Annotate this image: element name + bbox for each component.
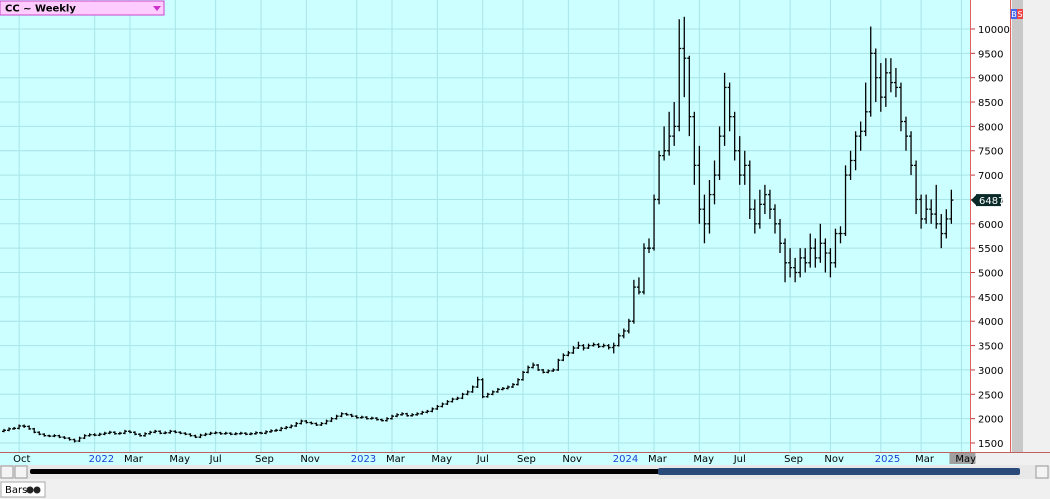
x-tick-label: Nov: [562, 454, 582, 465]
buy-label: B: [1011, 10, 1017, 19]
sell-button[interactable]: [1017, 9, 1023, 19]
y-tick-label: 7000: [978, 171, 1003, 182]
y-tick-label: 9500: [978, 49, 1003, 60]
x-tick-label: Sep: [255, 454, 274, 465]
side-panel: [1012, 0, 1023, 452]
y-tick-label: 10000: [978, 25, 1010, 36]
x-tick-label: 2022: [89, 454, 114, 465]
last-price-label: 6487: [979, 196, 1004, 207]
x-tick-label: 2025: [875, 454, 900, 465]
x-tick-label: Sep: [784, 454, 803, 465]
x-tick-highlight: [949, 453, 976, 464]
y-tick-label: 6000: [978, 220, 1003, 231]
x-tick-label: Oct: [13, 454, 30, 465]
bottom-bar: [0, 481, 1050, 499]
y-tick-label: 5500: [978, 244, 1003, 255]
x-tick-label: 2023: [351, 454, 376, 465]
bars-tab-label: Bars: [5, 485, 27, 496]
scroll-start[interactable]: [0, 465, 14, 479]
y-tick-label: 8000: [978, 122, 1003, 133]
x-tick-label: Nov: [824, 454, 844, 465]
x-tick-label: Mar: [915, 454, 935, 465]
x-tick-label: May: [693, 454, 714, 465]
x-tick-label: May: [169, 454, 190, 465]
x-tick-label: 2024: [613, 454, 638, 465]
sell-label: S: [1017, 10, 1022, 19]
dropdown-arrow[interactable]: [153, 6, 161, 11]
symbol-title: CC ~ Weekly: [5, 4, 76, 15]
y-tick-label: 2500: [978, 390, 1003, 401]
x-tick-label: Mar: [648, 454, 668, 465]
plot-background: [0, 0, 970, 465]
x-tick-label: Mar: [124, 454, 144, 465]
symbol-box[interactable]: [0, 0, 165, 16]
x-tick-label: Jul: [476, 454, 489, 465]
y-tick-label: 5000: [978, 269, 1003, 280]
x-tick-label: Nov: [300, 454, 320, 465]
x-tick-label: Sep: [517, 454, 536, 465]
y-tick-label: 3000: [978, 366, 1003, 377]
y-tick-label: 8500: [978, 98, 1003, 109]
tab-icon: [33, 486, 41, 494]
last-price-box: [976, 194, 1001, 207]
scroll-thumb[interactable]: [658, 468, 1020, 475]
last-price-pointer: [971, 194, 977, 207]
price-axis-background: [971, 0, 1010, 452]
tab-icon: [26, 486, 34, 494]
bars: [1, 16, 954, 443]
bars-tab[interactable]: [0, 481, 46, 498]
y-tick-label: 1500: [978, 439, 1003, 450]
y-tick-label: 9000: [978, 74, 1003, 85]
y-tick-label: 3500: [978, 342, 1003, 353]
y-tick-label: 4500: [978, 293, 1003, 304]
x-tick-label: Mar: [386, 454, 406, 465]
y-tick-label: 7500: [978, 147, 1003, 158]
x-tick-label: Jul: [733, 454, 746, 465]
x-tick-label: Jul: [209, 454, 222, 465]
buy-button[interactable]: [1011, 9, 1017, 19]
x-tick-label: May: [955, 454, 976, 465]
y-tick-label: 4000: [978, 317, 1003, 328]
scroll-end[interactable]: [1035, 465, 1049, 479]
scroll-left[interactable]: [14, 465, 28, 479]
x-tick-label: May: [431, 454, 452, 465]
grid: [0, 0, 970, 452]
y-tick-label: 2000: [978, 415, 1003, 426]
